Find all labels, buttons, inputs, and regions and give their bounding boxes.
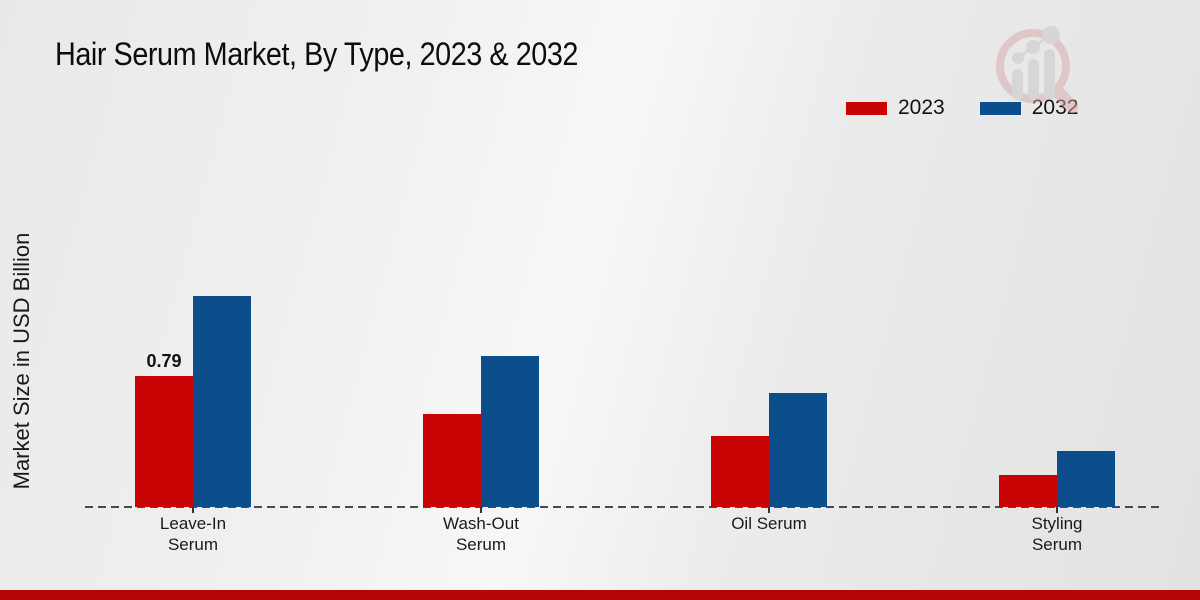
x-tick-styling-serum (1056, 507, 1058, 513)
footer-accent-bar (0, 590, 1200, 600)
legend-swatch-2023-icon (845, 100, 888, 116)
x-axis-label-styling-serum: Styling Serum (1031, 514, 1083, 554)
bar-2023-wash-out-serum (423, 414, 481, 507)
x-tick-leave-in-serum (192, 507, 194, 513)
x-axis-baseline (85, 506, 1163, 508)
legend-label-2023: 2023 (898, 96, 945, 119)
legend-swatch-2032-icon (978, 100, 1022, 116)
legend-item-2023: 2023 (845, 96, 945, 120)
x-tick-wash-out-serum (480, 507, 482, 513)
bar-2023-leave-in-serum (135, 376, 193, 507)
x-axis-label-oil-serum: Oil Serum (731, 514, 807, 533)
bar-2032-leave-in-serum (193, 296, 251, 507)
legend: 2023 2032 (845, 96, 1078, 120)
bar-value-label: 0.79 (146, 351, 182, 371)
bar-2023-styling-serum (999, 475, 1057, 507)
x-tick-oil-serum (768, 507, 770, 513)
bar-2032-styling-serum (1057, 451, 1115, 507)
x-axis-label-wash-out-serum: Wash-Out Serum (443, 514, 519, 554)
bar-2032-oil-serum (769, 393, 827, 507)
bar-2032-wash-out-serum (481, 356, 539, 507)
chart-title: Hair Serum Market, By Type, 2023 & 2032 (55, 36, 578, 72)
bar-2023-oil-serum (711, 436, 769, 507)
magnifier-bar-chart-logo-icon (996, 26, 1079, 114)
x-axis-label-leave-in-serum: Leave-In Serum (159, 514, 227, 554)
